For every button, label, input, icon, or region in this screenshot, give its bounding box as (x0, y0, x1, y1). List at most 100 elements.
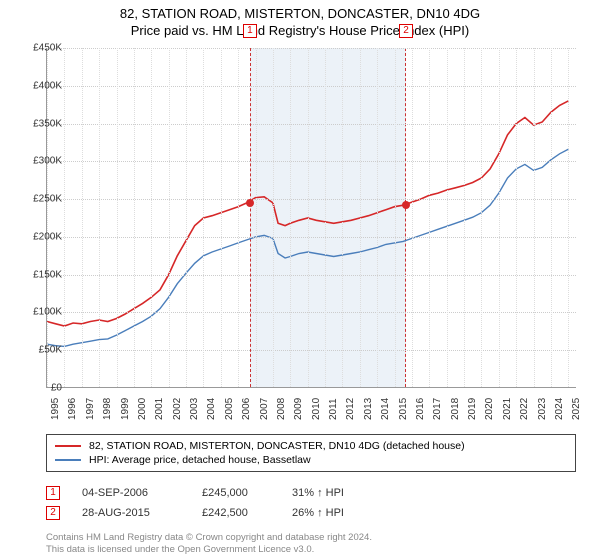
sale-row: 104-SEP-2006£245,00031% ↑ HPI (46, 486, 392, 500)
x-gridline (499, 48, 500, 387)
x-tick-label: 2008 (276, 398, 287, 420)
x-gridline (117, 48, 118, 387)
x-gridline (99, 48, 100, 387)
x-gridline (534, 48, 535, 387)
x-tick-label: 2002 (172, 398, 183, 420)
x-gridline (82, 48, 83, 387)
sale-marker-label: 1 (243, 24, 257, 38)
x-gridline (151, 48, 152, 387)
y-tick-label: £100K (22, 307, 62, 318)
x-gridline (64, 48, 65, 387)
y-tick-label: £150K (22, 269, 62, 280)
legend-label: 82, STATION ROAD, MISTERTON, DONCASTER, … (89, 440, 465, 452)
x-gridline (429, 48, 430, 387)
x-tick-label: 2009 (293, 398, 304, 420)
y-gridline (47, 86, 576, 87)
legend-swatch (55, 459, 81, 461)
x-gridline (395, 48, 396, 387)
x-gridline (186, 48, 187, 387)
x-gridline (464, 48, 465, 387)
x-gridline (447, 48, 448, 387)
x-gridline (568, 48, 569, 387)
x-tick-label: 2025 (571, 398, 582, 420)
y-tick-label: £300K (22, 156, 62, 167)
x-tick-label: 2000 (137, 398, 148, 420)
x-tick-label: 2022 (519, 398, 530, 420)
x-gridline (325, 48, 326, 387)
x-tick-label: 2021 (502, 398, 513, 420)
x-gridline (47, 48, 48, 387)
x-tick-label: 2003 (189, 398, 200, 420)
sales-table: 104-SEP-2006£245,00031% ↑ HPI 2 28-AUG-201… (46, 486, 392, 526)
x-tick-label: 2004 (206, 398, 217, 420)
x-tick-label: 2012 (345, 398, 356, 420)
x-gridline (412, 48, 413, 387)
x-gridline (308, 48, 309, 387)
y-tick-label: £50K (22, 345, 62, 356)
y-gridline (47, 161, 576, 162)
y-tick-label: £350K (22, 118, 62, 129)
y-gridline (47, 275, 576, 276)
sale-marker-label: 2 (399, 24, 413, 38)
y-gridline (47, 124, 576, 125)
x-gridline (169, 48, 170, 387)
title-block: 82, STATION ROAD, MISTERTON, DONCASTER, … (0, 0, 600, 38)
x-gridline (203, 48, 204, 387)
sale-date: 28-AUG-2015 (82, 507, 202, 519)
x-gridline (256, 48, 257, 387)
y-gridline (47, 312, 576, 313)
x-tick-label: 2018 (450, 398, 461, 420)
chart-subtitle: Price paid vs. HM Land Registry's House … (0, 23, 600, 38)
chart-container: 82, STATION ROAD, MISTERTON, DONCASTER, … (0, 0, 600, 560)
x-tick-label: 1997 (85, 398, 96, 420)
y-tick-label: £200K (22, 231, 62, 242)
sale-marker-dot (246, 199, 254, 207)
chart-title: 82, STATION ROAD, MISTERTON, DONCASTER, … (0, 6, 600, 21)
y-tick-label: £0 (22, 383, 62, 394)
sale-hpi-diff: 31% ↑ HPI (292, 487, 392, 499)
x-gridline (551, 48, 552, 387)
y-tick-label: £400K (22, 80, 62, 91)
chart-plot-area: 12 (46, 48, 576, 388)
y-gridline (47, 48, 576, 49)
y-tick-label: £250K (22, 194, 62, 205)
legend-item: 82, STATION ROAD, MISTERTON, DONCASTER, … (55, 439, 567, 453)
legend-item: HPI: Average price, detached house, Bass… (55, 453, 567, 467)
x-gridline (342, 48, 343, 387)
x-tick-label: 2010 (311, 398, 322, 420)
x-tick-label: 2013 (363, 398, 374, 420)
x-tick-label: 2007 (259, 398, 270, 420)
x-tick-label: 2006 (241, 398, 252, 420)
x-tick-label: 2019 (467, 398, 478, 420)
y-gridline (47, 199, 576, 200)
x-tick-label: 1999 (120, 398, 131, 420)
y-gridline (47, 237, 576, 238)
y-tick-label: £450K (22, 43, 62, 54)
x-tick-label: 2020 (484, 398, 495, 420)
x-tick-label: 2014 (380, 398, 391, 420)
x-gridline (221, 48, 222, 387)
x-gridline (516, 48, 517, 387)
footer-line-1: Contains HM Land Registry data © Crown c… (46, 532, 372, 544)
sale-row: 2 28-AUG-2015£242,50026% ↑ HPI (46, 506, 392, 520)
x-tick-label: 1996 (67, 398, 78, 420)
sale-index-box: 1 (46, 486, 60, 500)
x-tick-label: 2023 (537, 398, 548, 420)
footer-line-2: This data is licensed under the Open Gov… (46, 544, 372, 556)
x-tick-label: 2001 (154, 398, 165, 420)
x-tick-label: 2011 (328, 398, 339, 420)
x-tick-label: 1995 (50, 398, 61, 420)
legend-swatch (55, 445, 81, 447)
x-tick-label: 2024 (554, 398, 565, 420)
sale-price: £242,500 (202, 507, 292, 519)
sale-marker-dot (402, 201, 410, 209)
x-gridline (134, 48, 135, 387)
sale-index-box: 2 (46, 506, 60, 520)
x-gridline (238, 48, 239, 387)
x-tick-label: 1998 (102, 398, 113, 420)
chart-legend: 82, STATION ROAD, MISTERTON, DONCASTER, … (46, 434, 576, 472)
legend-label: HPI: Average price, detached house, Bass… (89, 454, 311, 466)
sale-hpi-diff: 26% ↑ HPI (292, 507, 392, 519)
chart-svg (47, 48, 576, 387)
x-gridline (377, 48, 378, 387)
